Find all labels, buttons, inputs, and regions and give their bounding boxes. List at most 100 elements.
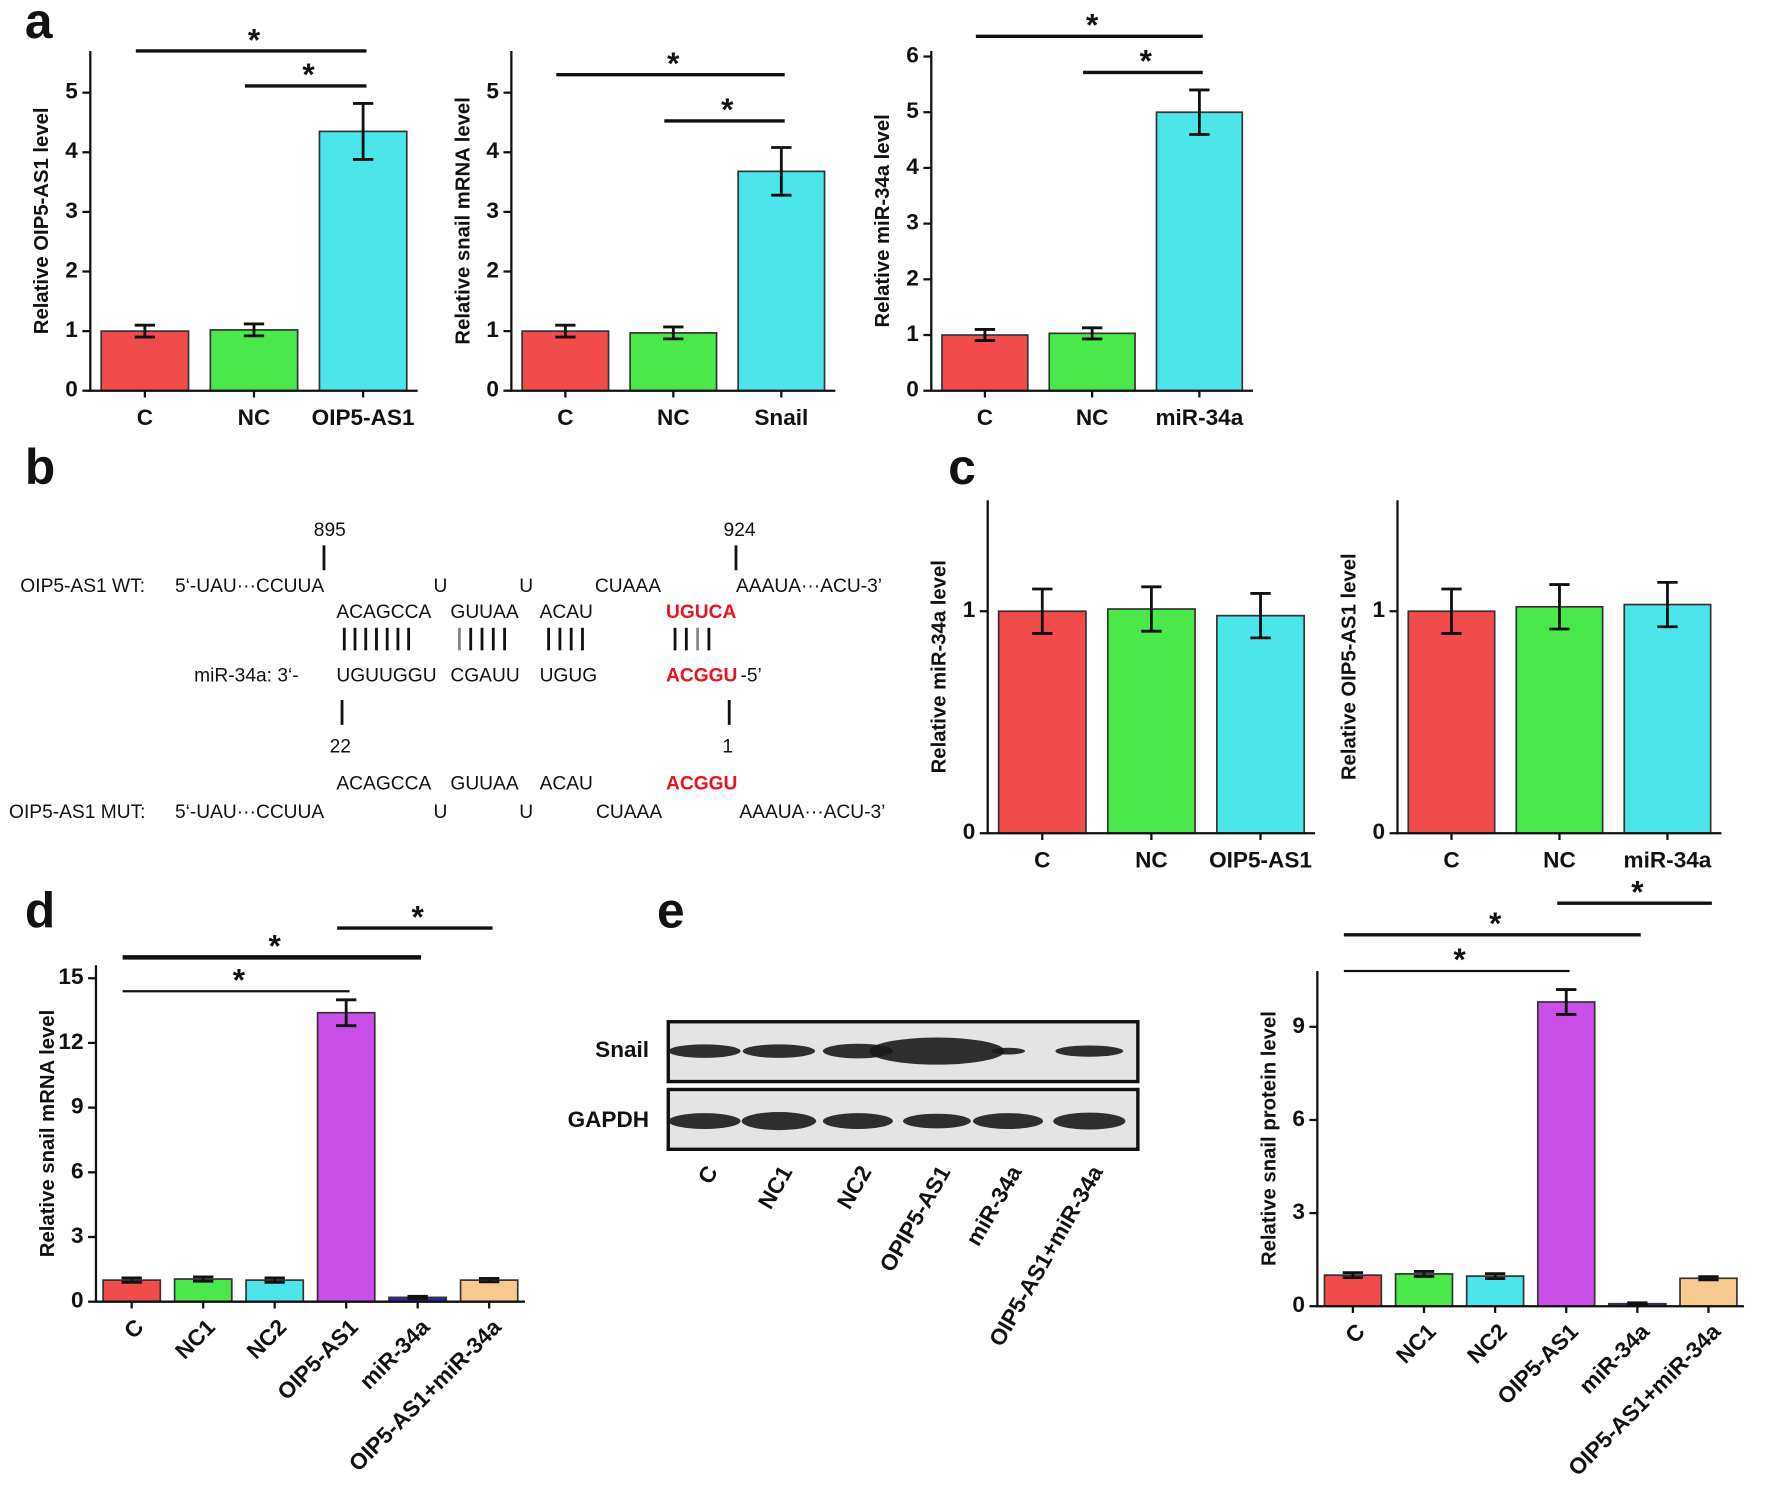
blot-band [1053,1112,1126,1130]
x-tick-label: C [1443,847,1459,872]
y-tick-label: 5 [65,79,78,104]
bar [1216,614,1306,835]
axis [986,500,1316,835]
sequence-text: GUUAA [450,602,518,623]
sequence-text: ACAU [540,774,593,795]
sequence-text: 5‘-UAU···CCUUA [175,802,324,823]
bar [941,334,1029,392]
y-axis-label: Relative OIP5-AS1 level [1338,553,1360,780]
error-bar [1657,580,1678,629]
y-tick-label: 1 [486,317,499,342]
y-tick-label: 9 [71,1094,84,1119]
error-bar [1484,1272,1506,1280]
significance-label: * [1631,874,1644,910]
y-tick-label: 6 [1292,1106,1305,1131]
blot-band [869,1037,1005,1065]
error-bar [1342,1271,1364,1280]
significance-label: * [1489,905,1502,941]
bar [1536,1001,1596,1308]
error-bar [264,1276,285,1284]
y-tick-label: 4 [906,154,919,179]
blot-band [668,1044,741,1058]
y-tick-label: 0 [906,377,919,402]
y-tick-label: 1 [963,597,976,622]
panel-label: b [25,439,55,495]
sequence-text: U [433,576,447,597]
significance-label: * [667,45,680,81]
blot-band [991,1047,1025,1055]
y-tick-label: 2 [65,257,78,282]
error-bar [974,328,996,343]
x-tick-label: NC2 [242,1314,292,1364]
bar [1323,1274,1383,1308]
sequence-text: ACAGCCA [336,602,431,623]
sequence-text: OIP5-AS1 WT: [20,576,145,597]
blot-row-label: Snail [595,1037,649,1062]
bar [1048,332,1136,392]
sequence-text: GUUAA [450,774,518,795]
blot-band [668,1113,741,1129]
bar [209,329,299,392]
y-tick-label: 2 [906,265,919,290]
sequence-text: miR-34a: 3‘- [194,665,298,686]
y-tick-label: 0 [65,377,78,402]
significance-label: * [721,91,734,127]
bar [318,130,408,392]
error-bar [1032,587,1053,635]
axis [94,965,525,1303]
y-axis-label: Relative snail protein level [1258,1011,1280,1266]
sequence-text: CUAAA [595,576,661,597]
sequence-text: 22 [330,736,351,757]
x-tick-label: C [119,1314,148,1343]
significance-label: * [412,898,425,934]
y-tick-label: 3 [1292,1199,1305,1224]
blot-band [903,1113,971,1129]
error-bar [121,1276,142,1284]
sequence-text: CUAAA [596,802,662,823]
y-tick-label: 5 [906,98,919,123]
bar [1465,1275,1525,1308]
sequence-text: 5‘-UAU···CCUUA [175,576,324,597]
error-bar [1549,583,1570,631]
x-tick-label: NC [238,405,271,430]
panel-label: c [948,439,976,495]
y-axis-label: Relative snail mRNA level [452,97,474,344]
significance-label: * [248,21,261,57]
significance-label: * [1086,7,1099,43]
y-tick-label: 6 [71,1158,84,1183]
y-tick-label: 6 [906,42,919,67]
x-tick-label: NC [1543,847,1576,872]
blot-lane-label: OPIP5-AS1 [875,1161,956,1276]
bar [1679,1277,1738,1308]
sequence-text: 1 [722,736,733,757]
blot-band [742,1044,816,1058]
sequence-text: ACAGCCA [336,774,431,795]
blot-lane-label: C [693,1161,723,1188]
blot-lane-label: miR-34a [961,1161,1027,1250]
error-bar [555,323,576,339]
error-bar [193,1275,214,1283]
y-axis-label: Relative snail mRNA level [37,1010,59,1257]
y-tick-label: 1 [906,321,919,346]
panel-label: d [25,883,55,939]
sequence-text: U [519,802,533,823]
bar [1623,603,1712,835]
panel-label: e [657,883,685,939]
significance-label: * [233,962,246,998]
sequence-text: AAAUA···ACU-3’ [736,576,882,597]
significance-label: * [269,928,282,964]
bar [737,170,826,392]
x-tick-label: NC [657,405,690,430]
error-bar [1627,1301,1648,1307]
blot-band [1055,1045,1124,1057]
error-bar [1698,1275,1719,1282]
y-tick-label: 15 [58,964,83,989]
axis [930,50,1253,392]
x-tick-label: NC2 [1462,1319,1512,1369]
bar [1515,605,1604,835]
y-tick-label: 4 [65,138,78,163]
significance-label: * [1140,43,1153,79]
sequence-text: ACGGU [666,774,737,795]
